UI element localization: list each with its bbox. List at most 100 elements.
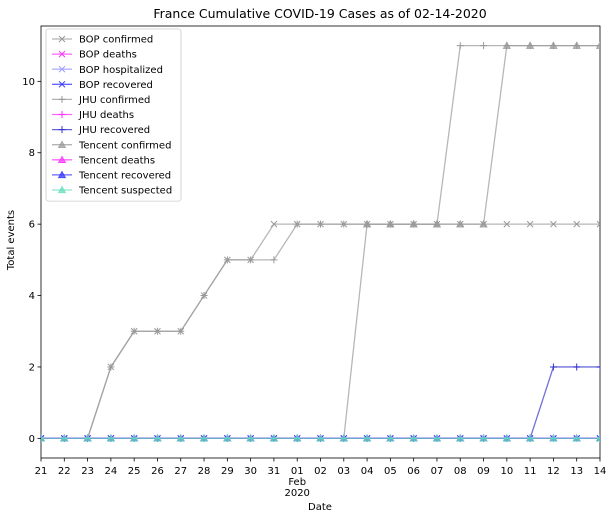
x-tick-label: 31: [268, 466, 281, 477]
legend-entry-jhu-confirmed: JHU confirmed: [52, 95, 150, 106]
y-axis-label: Total events: [6, 210, 17, 271]
data-point-tencent-confirmed: [549, 41, 558, 49]
data-point-tencent-suspected: [199, 434, 209, 442]
legend-marker: [58, 35, 66, 43]
legend-box: [45, 28, 182, 202]
data-point-jhu-confirmed: [270, 256, 278, 264]
data-point-tencent-confirmed: [386, 219, 395, 228]
legend-label: BOP hospitalized: [79, 65, 163, 76]
series-layer: [41, 41, 600, 442]
legend-entry-jhu-recovered: JHU recovered: [52, 125, 150, 136]
data-point-tencent-suspected: [572, 434, 581, 442]
data-point-tencent-suspected: [246, 434, 255, 442]
legend-marker: [57, 185, 67, 194]
legend-entry-tencent-recovered: Tencent recovered: [52, 171, 171, 182]
data-point-jhu-confirmed: [177, 327, 185, 335]
data-point-tencent-suspected: [456, 434, 465, 442]
data-point-tencent-suspected: [223, 434, 232, 442]
x-axis-label: Date: [308, 502, 332, 513]
legend-entry-bop-deaths: BOP deaths: [52, 50, 137, 61]
x-tick-label: 26: [151, 466, 164, 477]
legend-label: BOP deaths: [79, 50, 137, 61]
legend-marker: [58, 65, 66, 73]
x-tick-label: 08: [454, 466, 467, 477]
data-point-tencent-suspected: [526, 434, 535, 442]
x-tick-label: 12: [547, 466, 560, 477]
data-point-jhu-recovered: [596, 363, 600, 371]
x-tick-label: 22: [58, 466, 71, 477]
x-tick-label: 10: [500, 466, 513, 477]
legend-label: BOP confirmed: [79, 35, 153, 46]
legend-marker: [58, 80, 66, 88]
data-point-bop-confirmed: [573, 220, 581, 228]
x-tick-label: 03: [337, 466, 350, 477]
data-point-tencent-suspected: [60, 434, 69, 442]
data-point-tencent-confirmed: [432, 219, 442, 228]
data-point-tencent-confirmed: [595, 41, 600, 49]
data-point-tencent-suspected: [339, 434, 348, 442]
legend-label: Tencent confirmed: [78, 140, 171, 151]
legend-entry-bop-hospitalized: BOP hospitalized: [52, 65, 163, 76]
x-tick-label: 04: [361, 466, 374, 477]
legend-label: BOP recovered: [79, 80, 153, 91]
legend-marker: [58, 111, 66, 118]
data-point-tencent-confirmed: [456, 219, 465, 228]
data-point-jhu-confirmed: [247, 256, 255, 264]
legend-entry-bop-confirmed: BOP confirmed: [52, 35, 153, 46]
x-tick-label: 02: [314, 466, 327, 477]
data-point-tencent-suspected: [83, 434, 92, 442]
data-point-jhu-confirmed: [107, 363, 115, 371]
legend-marker: [57, 155, 67, 163]
legend-marker: [57, 140, 67, 148]
data-point-tencent-suspected: [362, 434, 372, 442]
data-point-bop-confirmed: [503, 220, 511, 228]
x-tick-label: 28: [198, 466, 211, 477]
x-tick-label: 30: [244, 466, 257, 477]
data-point-jhu-confirmed: [153, 327, 161, 335]
data-point-jhu-recovered: [549, 363, 557, 371]
legend-marker: [58, 95, 66, 103]
data-point-tencent-suspected: [293, 434, 302, 442]
y-tick-label: 2: [29, 362, 35, 373]
data-point-tencent-confirmed: [362, 219, 372, 228]
data-point-tencent-suspected: [106, 434, 115, 442]
data-point-jhu-confirmed: [456, 42, 464, 50]
data-point-jhu-confirmed: [223, 256, 231, 264]
data-point-tencent-confirmed: [409, 219, 418, 228]
x-tick-month-label: Feb: [288, 477, 306, 488]
data-point-tencent-confirmed: [572, 41, 581, 49]
data-point-tencent-suspected: [549, 434, 558, 442]
data-point-tencent-suspected: [595, 434, 600, 442]
data-point-tencent-suspected: [316, 434, 325, 442]
x-tick-label: 05: [384, 466, 397, 477]
legend-marker: [57, 170, 67, 179]
legend-label: Tencent deaths: [78, 155, 155, 166]
data-point-jhu-confirmed: [130, 327, 138, 335]
y-tick-label: 10: [22, 77, 35, 88]
chart-title: France Cumulative COVID-19 Cases as of 0…: [153, 6, 486, 21]
series-tencent-suspected: [41, 434, 600, 442]
data-point-tencent-suspected: [502, 434, 511, 442]
data-point-tencent-suspected: [409, 434, 418, 442]
data-point-bop-confirmed: [526, 220, 534, 228]
x-tick-label: 09: [477, 466, 490, 477]
x-tick-label: 27: [174, 466, 187, 477]
data-point-jhu-confirmed: [200, 292, 208, 300]
y-tick-label: 8: [29, 148, 35, 159]
data-point-tencent-suspected: [269, 434, 279, 442]
x-tick-label: 14: [594, 466, 607, 477]
y-tick-label: 6: [29, 220, 35, 231]
legend-label: Tencent recovered: [78, 171, 171, 182]
data-point-jhu-recovered: [573, 363, 581, 371]
legend-entry-tencent-deaths: Tencent deaths: [52, 155, 155, 166]
legend-label: Tencent suspected: [78, 186, 172, 197]
data-point-tencent-confirmed: [502, 41, 511, 49]
x-tick-label: 29: [221, 466, 234, 477]
data-point-tencent-confirmed: [479, 219, 488, 228]
x-tick-label: 21: [35, 466, 48, 477]
data-point-tencent-suspected: [130, 434, 139, 442]
data-point-tencent-suspected: [386, 434, 395, 442]
legend: BOP confirmed BOP deaths BOP hospitalized B…: [45, 28, 182, 202]
data-point-bop-confirmed: [596, 220, 600, 228]
